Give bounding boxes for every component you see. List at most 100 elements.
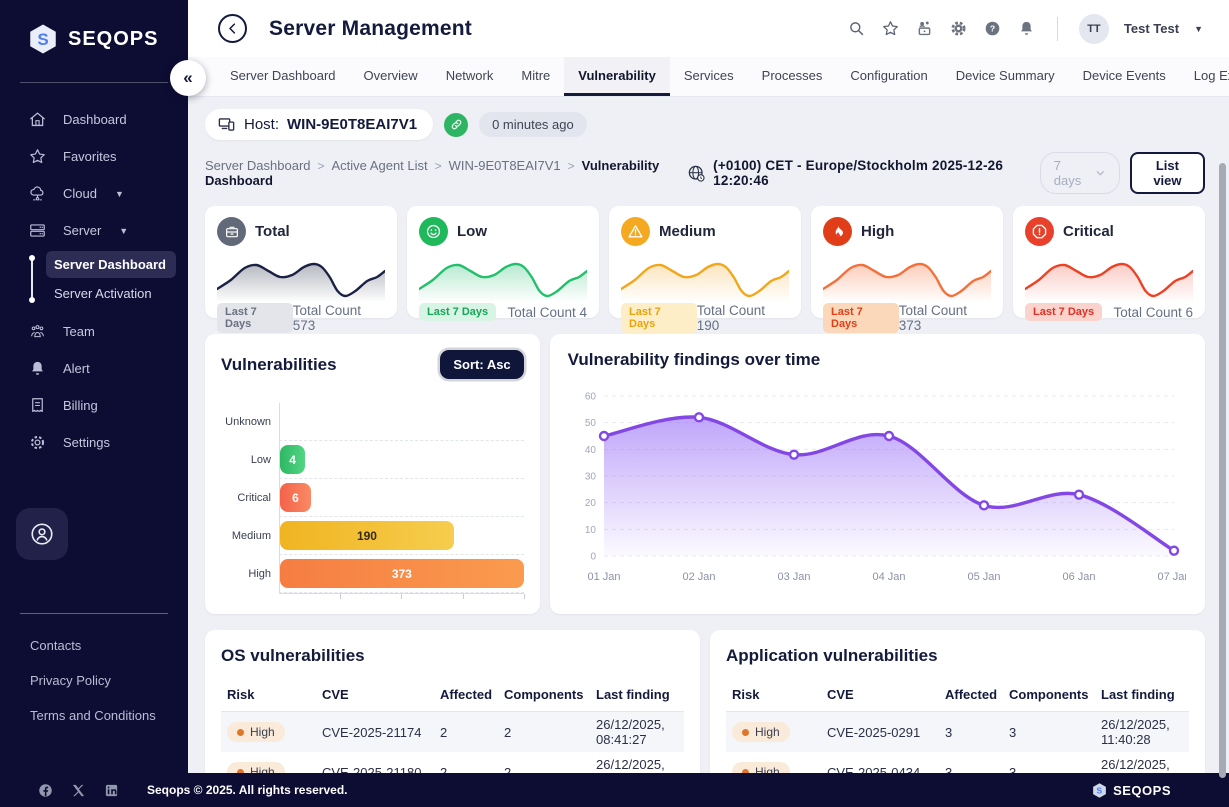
column-header-risk: Risk	[726, 678, 821, 712]
sidebar-item-alert[interactable]: Alert	[0, 350, 188, 387]
last-finding-cell: 26/12/2025, 11:40:28	[1095, 752, 1189, 773]
table-row[interactable]: HighCVE-2025-02913326/12/2025, 11:40:28	[726, 712, 1189, 753]
table-row[interactable]: HighCVE-2025-04343326/12/2025, 11:40:28	[726, 752, 1189, 773]
linkedin-icon[interactable]	[104, 783, 119, 798]
bar-track	[279, 403, 524, 441]
tab-server-dashboard[interactable]: Server Dashboard	[216, 57, 350, 96]
tab-configuration[interactable]: Configuration	[836, 57, 941, 96]
app-vulnerabilities-table: RiskCVEAffectedComponentsLast finding Hi…	[726, 678, 1189, 773]
flame-icon	[823, 217, 852, 246]
footer-brand: S SEQOPS	[1091, 773, 1171, 807]
sidebar-link-terms-and-conditions[interactable]: Terms and Conditions	[0, 698, 188, 733]
sidebar-item-label: Billing	[63, 398, 98, 413]
page-title: Server Management	[269, 17, 472, 41]
support-button[interactable]	[16, 508, 68, 560]
agent-link-button[interactable]	[444, 113, 468, 137]
svg-text:S: S	[37, 30, 48, 49]
risk-badge: High	[732, 762, 790, 773]
sidebar-item-cloud[interactable]: Cloud▼	[0, 175, 188, 212]
tab-network[interactable]: Network	[432, 57, 508, 96]
breadcrumb-separator: >	[318, 159, 325, 173]
user-menu-caret-icon[interactable]: ▼	[1194, 24, 1203, 34]
favorite-star-icon[interactable]	[881, 19, 900, 38]
star-icon	[28, 147, 47, 166]
bar-category-label: Critical	[221, 492, 279, 504]
column-header-affected: Affected	[939, 678, 1003, 712]
svg-text:10: 10	[585, 525, 597, 536]
vertical-scrollbar[interactable]	[1219, 163, 1226, 778]
tab-processes[interactable]: Processes	[748, 57, 837, 96]
stat-card-label: High	[861, 223, 894, 240]
bar-medium[interactable]: 190	[280, 521, 454, 550]
team-icon	[28, 322, 47, 341]
findings-title: Vulnerability findings over time	[568, 350, 1187, 370]
sidebar-footer-links: ContactsPrivacy PolicyTerms and Conditio…	[0, 613, 188, 733]
search-icon[interactable]	[847, 19, 866, 38]
sidebar-subitem-server-dashboard[interactable]: Server Dashboard	[46, 251, 176, 278]
user-avatar[interactable]: TT	[1079, 14, 1109, 44]
breadcrumb-item[interactable]: Server Dashboard	[205, 158, 311, 173]
breadcrumb-item[interactable]: WIN-9E0T8EAI7V1	[449, 158, 561, 173]
sidebar-link-contacts[interactable]: Contacts	[0, 628, 188, 663]
settings-gear-icon[interactable]	[949, 19, 968, 38]
bar-category-label: High	[221, 568, 279, 580]
last-7-days-badge: Last 7 Days	[419, 303, 496, 321]
date-range-select[interactable]: 7 days	[1040, 152, 1120, 194]
host-label: Host:	[244, 116, 279, 133]
list-view-button[interactable]: List view	[1130, 152, 1205, 194]
table-row[interactable]: HighCVE-2025-211802226/12/2025, 08:41:27	[221, 752, 684, 773]
header-actions: ? TT Test Test ▼	[847, 14, 1203, 44]
bar-chart-x-axis	[221, 593, 524, 599]
back-button[interactable]	[218, 14, 247, 43]
sidebar-subitem-server-activation[interactable]: Server Activation	[46, 280, 176, 307]
breadcrumb-row: Server Dashboard>Active Agent List>WIN-9…	[205, 152, 1205, 194]
copyright-text: Seqops © 2025. All rights reserved.	[147, 783, 347, 797]
tab-device-events[interactable]: Device Events	[1069, 57, 1180, 96]
agent-install-icon[interactable]	[915, 19, 934, 38]
svg-text:20: 20	[585, 498, 597, 509]
bar-low[interactable]: 4	[280, 445, 305, 474]
sidebar-item-label: Alert	[63, 361, 90, 376]
sidebar-item-favorites[interactable]: Favorites	[0, 138, 188, 175]
tab-mitre[interactable]: Mitre	[507, 57, 564, 96]
svg-text:50: 50	[585, 418, 597, 429]
bar-high[interactable]: 373	[280, 559, 524, 588]
affected-cell: 3	[939, 752, 1003, 773]
arrow-left-icon	[225, 21, 240, 36]
components-cell: 2	[498, 712, 590, 753]
archive-icon	[217, 217, 246, 246]
svg-text:03 Jan: 03 Jan	[777, 571, 810, 583]
facebook-icon[interactable]	[38, 783, 53, 798]
help-icon[interactable]: ?	[983, 19, 1002, 38]
sidebar-collapse-button[interactable]: «	[170, 60, 206, 96]
sidebar-item-dashboard[interactable]: Dashboard	[0, 101, 188, 138]
bar-critical[interactable]: 6	[280, 483, 311, 512]
affected-cell: 2	[434, 712, 498, 753]
sidebar-item-team[interactable]: Team	[0, 313, 188, 350]
bar-row-medium: Medium190	[221, 517, 524, 555]
tab-overview[interactable]: Overview	[350, 57, 432, 96]
sidebar-item-billing[interactable]: Billing	[0, 387, 188, 424]
user-name[interactable]: Test Test	[1124, 21, 1179, 36]
findings-line-chart: 010203040506001 Jan02 Jan03 Jan04 Jan05 …	[568, 384, 1187, 596]
sidebar-item-label: Dashboard	[63, 112, 127, 127]
tab-vulnerability[interactable]: Vulnerability	[564, 57, 670, 96]
tab-services[interactable]: Services	[670, 57, 748, 96]
sidebar-nav: Dashboard FavoritesCloud▼Server▼	[0, 101, 188, 249]
breadcrumb-item[interactable]: Active Agent List	[332, 158, 428, 173]
x-twitter-icon[interactable]	[71, 783, 86, 798]
footer-brand-icon: S	[1091, 782, 1108, 799]
severity-bar-chart: UnknownLow4Critical6Medium190High373	[221, 403, 524, 599]
sidebar-item-server[interactable]: Server▼	[0, 212, 188, 249]
tab-log-explorer[interactable]: Log Explorer	[1180, 57, 1229, 96]
sidebar-link-privacy-policy[interactable]: Privacy Policy	[0, 663, 188, 698]
tab-device-summary[interactable]: Device Summary	[942, 57, 1069, 96]
table-row[interactable]: HighCVE-2025-211742226/12/2025, 08:41:27	[221, 712, 684, 753]
sort-asc-button[interactable]: Sort: Asc	[440, 350, 523, 379]
os-table-header-row: RiskCVEAffectedComponentsLast finding	[221, 678, 684, 712]
notifications-bell-icon[interactable]	[1017, 19, 1036, 38]
svg-text:S: S	[1097, 785, 1103, 795]
sidebar-item-settings[interactable]: Settings	[0, 424, 188, 461]
total-count: Total Count 190	[697, 303, 789, 333]
bar-track: 373	[279, 555, 524, 593]
